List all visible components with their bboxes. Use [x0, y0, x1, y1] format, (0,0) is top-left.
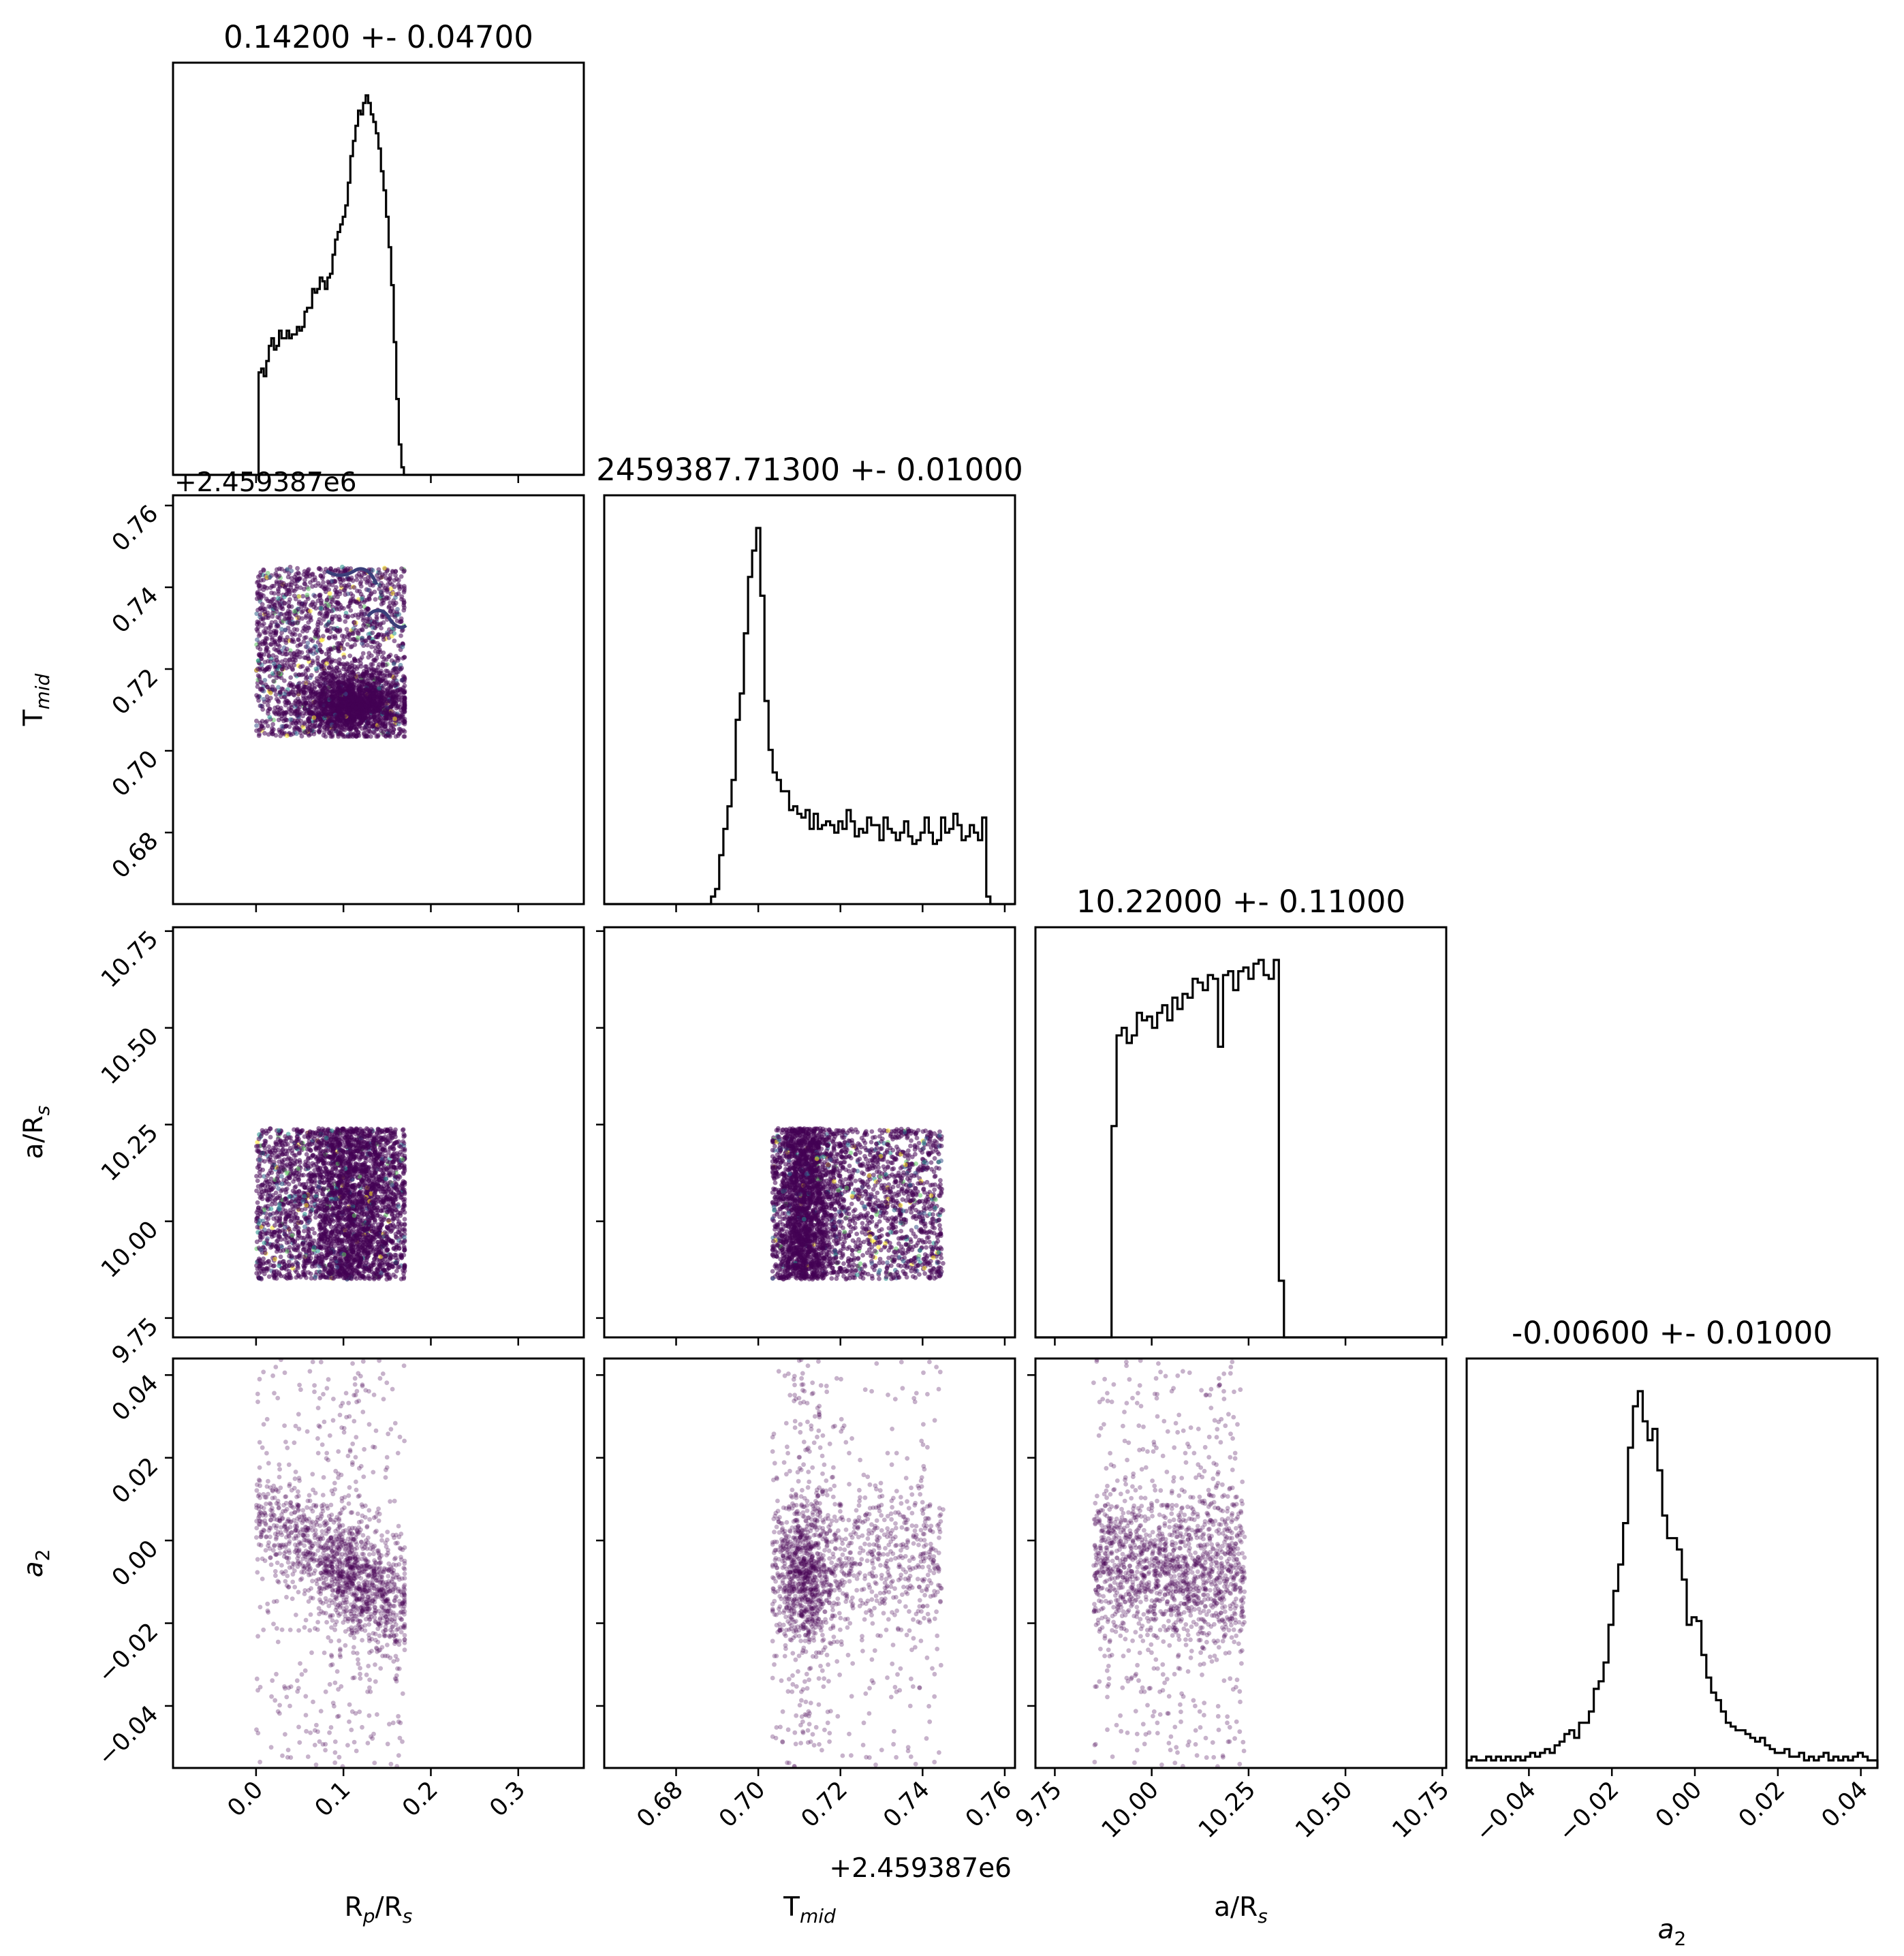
y-tick-label-tmid: 0.68 [107, 827, 163, 884]
y-tick-label-a2: 0.04 [107, 1369, 163, 1426]
histogram-tmid [604, 528, 1015, 904]
y-tick-label-tmid: 0.72 [107, 664, 163, 720]
panel-title-a2: -0.00600 +- 0.01000 [1512, 1315, 1832, 1351]
x-tick-label-rp: 0.1 [310, 1776, 356, 1822]
y-tick-label-ars: 10.00 [96, 1216, 163, 1284]
histogram-a2 [1467, 1391, 1877, 1768]
x-axis-label-a2: a2 [1658, 1914, 1687, 1950]
scatter-panel-ars-vs-tmid [770, 1126, 946, 1282]
y-tick-label-ars: 10.50 [96, 1023, 163, 1090]
x-tick-label-a2: 0.00 [1651, 1776, 1707, 1833]
x-axis-label-tmid: Tmid [783, 1892, 836, 1927]
x-tick-label-rp: 0.3 [484, 1776, 531, 1822]
x-tick-label-a2: −0.02 [1553, 1776, 1624, 1847]
y-axis-label-tmid: Tmid [18, 673, 54, 726]
histogram-rp [173, 95, 584, 475]
x-tick-label-tmid: 0.72 [796, 1776, 853, 1833]
x-tick-label-ars: 10.75 [1388, 1776, 1455, 1844]
histogram-layer [173, 95, 1877, 1768]
scatter-panel-a2-vs-tmid [770, 1357, 946, 1769]
y-tick-label-tmid: 0.74 [107, 582, 163, 638]
panel-title-tmid: 2459387.71300 +- 0.01000 [596, 452, 1023, 488]
y-tick-label-a2: −0.02 [93, 1618, 163, 1689]
y-axis-label-ars: a/Rs [18, 1106, 54, 1160]
x-tick-label-ars: 9.75 [1010, 1776, 1067, 1833]
x-tick-label-tmid: 0.70 [714, 1776, 770, 1833]
histogram-ars [1035, 960, 1446, 1337]
x-tick-label-a2: 0.04 [1817, 1776, 1873, 1833]
panel-frame-0-0 [173, 63, 584, 475]
x-tick-label-rp: 0.2 [397, 1776, 443, 1822]
panel-title-ars: 10.22000 +- 0.11000 [1076, 884, 1405, 920]
offset-text-bottom: +2.459387e6 [829, 1853, 1012, 1884]
x-tick-label-rp: 0.0 [223, 1776, 269, 1822]
scatter-panel-ars-vs-rp [254, 1126, 407, 1282]
y-tick-label-ars: 9.75 [107, 1313, 163, 1369]
offset-text-left: +2.459387e6 [174, 467, 357, 498]
x-axis-label-ars: a/Rs [1214, 1892, 1268, 1927]
scatter-layer [254, 565, 1247, 1769]
x-tick-label-a2: −0.04 [1471, 1776, 1542, 1847]
x-tick-label-tmid: 0.76 [961, 1776, 1017, 1833]
frame-layer [165, 63, 1877, 1776]
scatter-panel-a2-vs-ars [1091, 1357, 1247, 1769]
panel-frame-1-1 [604, 495, 1015, 904]
panel-title-rp: 0.14200 +- 0.04700 [223, 19, 533, 55]
x-tick-label-a2: 0.02 [1734, 1776, 1790, 1833]
y-tick-label-tmid: 0.76 [107, 500, 163, 557]
panel-frame-3-3 [1467, 1359, 1877, 1768]
panel-frame-2-2 [1035, 927, 1446, 1337]
x-tick-label-ars: 10.00 [1097, 1776, 1164, 1844]
x-tick-label-tmid: 0.68 [631, 1776, 688, 1833]
y-tick-label-tmid: 0.70 [107, 745, 163, 802]
x-tick-label-tmid: 0.74 [878, 1776, 935, 1833]
scatter-panel-tmid-vs-rp [254, 565, 407, 739]
y-tick-label-ars: 10.75 [96, 926, 163, 993]
x-tick-label-ars: 10.50 [1290, 1776, 1358, 1844]
y-axis-label-a2: a2 [18, 1549, 54, 1578]
x-tick-label-ars: 10.25 [1193, 1776, 1261, 1844]
y-tick-label-a2: −0.04 [93, 1701, 163, 1771]
x-axis-label-rp: Rp/Rs [345, 1892, 413, 1927]
y-tick-label-ars: 10.25 [96, 1119, 163, 1187]
y-tick-label-a2: 0.02 [107, 1453, 163, 1509]
y-tick-label-a2: 0.00 [107, 1535, 163, 1592]
scatter-panel-a2-vs-rp [254, 1357, 407, 1769]
